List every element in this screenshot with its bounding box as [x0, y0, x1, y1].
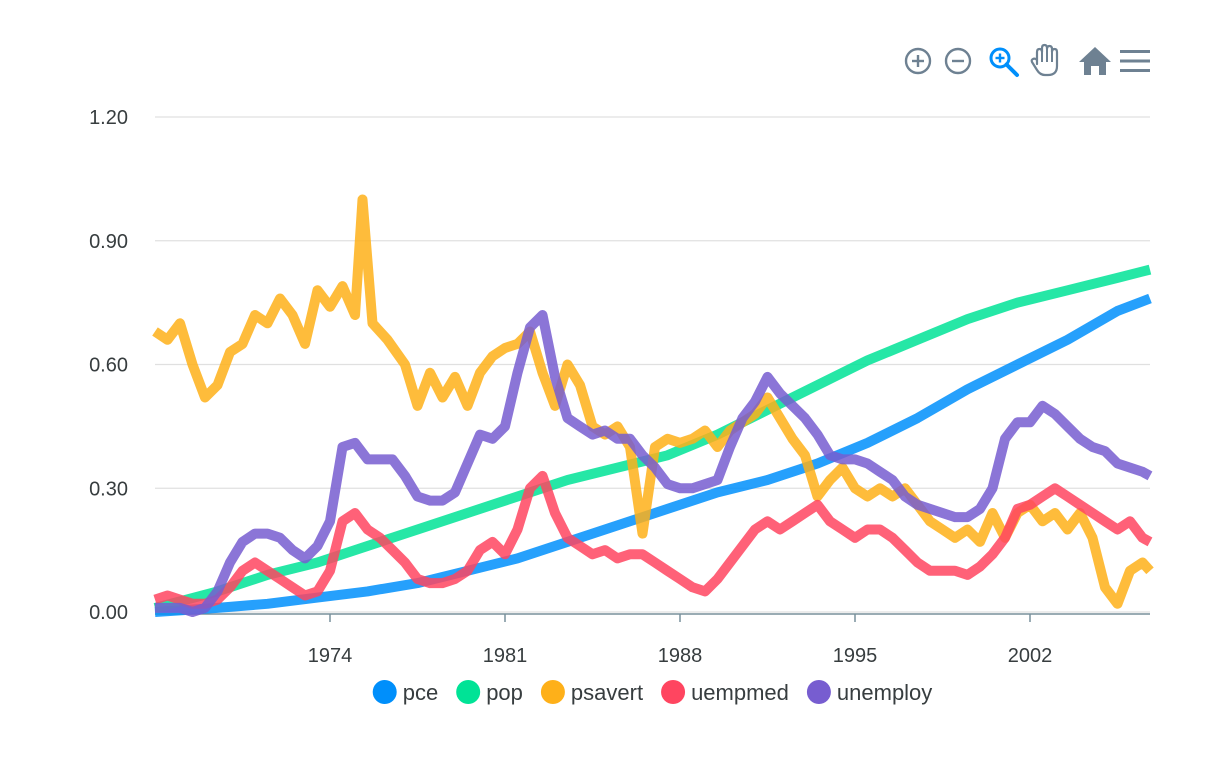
menu-icon: [1120, 50, 1150, 72]
legend-item-uempmed[interactable]: uempmed: [661, 680, 789, 705]
x-tick-label: 1995: [833, 645, 878, 667]
chart-toolbar: [904, 43, 1150, 77]
legend-marker: [806, 680, 831, 704]
reset-home-icon: [1079, 47, 1111, 75]
grid-lines: [155, 116, 1150, 613]
y-tick-label: 0.60: [89, 355, 128, 377]
y-tick-label: 0.30: [89, 478, 128, 500]
selection-zoom-icon: [989, 47, 1019, 77]
legend-label: psavert: [571, 680, 643, 705]
series-lines: [152, 194, 1154, 617]
zoom-in-button[interactable]: [904, 47, 932, 75]
legend-label: pce: [403, 680, 438, 705]
pan-hand-icon: [1030, 43, 1059, 77]
x-tick-label: 1974: [308, 645, 353, 667]
zoom-out-button[interactable]: [944, 47, 972, 75]
legend-marker: [372, 680, 397, 704]
reset-zoom-button[interactable]: [1079, 47, 1111, 75]
x-tick-label: 2002: [1008, 645, 1053, 667]
legend-item-pce[interactable]: pce: [372, 680, 438, 705]
series-line-unemploy[interactable]: [155, 310, 1153, 617]
legend-item-pop[interactable]: pop: [456, 680, 523, 705]
series-line-psavert[interactable]: [152, 194, 1154, 609]
x-tick-label: 1988: [658, 645, 703, 667]
legend-item-psavert[interactable]: psavert: [540, 680, 643, 705]
x-tick-label: 1981: [483, 645, 528, 667]
menu-button[interactable]: [1120, 50, 1150, 72]
legend-label: unemploy: [837, 680, 932, 705]
legend-marker: [540, 680, 565, 704]
legend-marker: [456, 680, 481, 704]
y-tick-label: 1.20: [89, 107, 128, 129]
legend: pce pop psavert uempmed unemploy: [372, 680, 932, 705]
y-tick-label: 0.90: [89, 231, 128, 253]
series-line-pce[interactable]: [154, 293, 1152, 617]
legend-item-unemploy[interactable]: unemploy: [806, 680, 932, 705]
zoom-out-icon: [944, 47, 972, 75]
pan-button[interactable]: [1030, 43, 1059, 77]
zoom-in-icon: [904, 47, 932, 75]
x-axis: 1974 1981 1988 1995 2002: [155, 613, 1150, 667]
legend-label: pop: [486, 680, 523, 705]
y-tick-label: 0.00: [89, 602, 128, 624]
y-axis-labels: 0.00 0.30 0.60 0.90 1.20: [89, 107, 128, 624]
series-line-uempmed[interactable]: [153, 470, 1153, 609]
legend-label: uempmed: [691, 680, 789, 705]
legend-marker: [661, 680, 686, 704]
selection-zoom-button[interactable]: [989, 47, 1019, 77]
